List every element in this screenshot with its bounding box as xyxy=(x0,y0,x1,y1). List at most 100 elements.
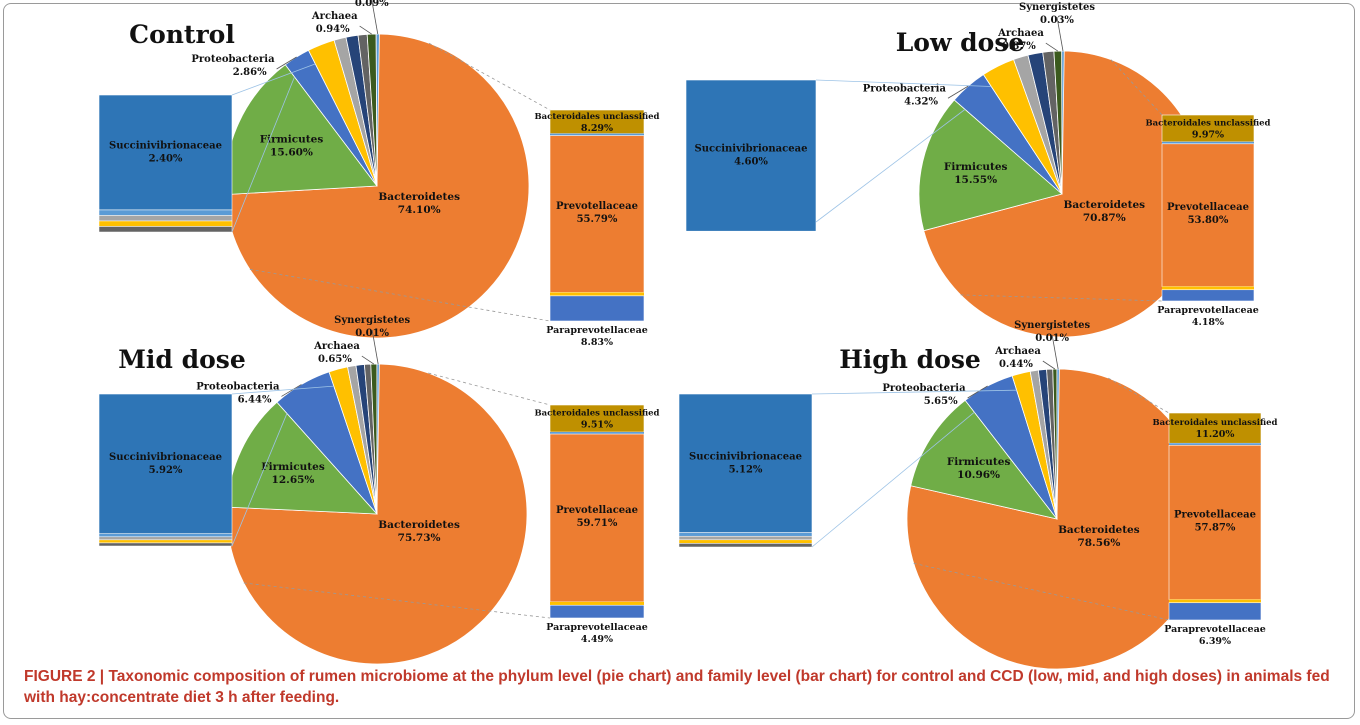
slice-label-synergistetes: Synergistetes xyxy=(1014,320,1090,331)
bar-label-paraprevotellaceae: Paraprevotellaceae xyxy=(1164,624,1266,635)
slice-label-firmicutes: Firmicutes xyxy=(947,456,1011,468)
slice-label-synergistetes: Synergistetes xyxy=(334,315,410,326)
slice-value-bacteroidetes: 70.87% xyxy=(1083,212,1126,224)
figure-caption: FIGURE 2 | Taxonomic composition of rume… xyxy=(24,666,1346,708)
chart-title: High dose xyxy=(839,345,981,374)
slice-value-archaea: 0.44% xyxy=(999,359,1033,370)
leader-line xyxy=(359,25,372,35)
leader-line xyxy=(967,385,988,399)
slice-value-archaea: 0.94% xyxy=(316,24,350,35)
bar-segment-other xyxy=(98,226,233,233)
bar-segment-other xyxy=(678,539,813,544)
slice-label-archaea: Archaea xyxy=(994,346,1041,357)
connector-line xyxy=(231,413,288,547)
slice-value-archaea: 0.87% xyxy=(1002,41,1036,52)
slice-label-bacteroidetes: Bacteroidetes xyxy=(378,191,460,203)
slice-label-bacteroidetes: Bacteroidetes xyxy=(378,519,460,531)
connector-line xyxy=(815,79,992,87)
bar-label-succinivibrionaceae: Succinivibrionaceae xyxy=(109,140,222,151)
pie-slice-firmicutes xyxy=(910,399,1058,520)
chart-panel-high-dose: High dose Bacteroidetes 78.56% Firmicutes 1… xyxy=(674,320,1354,670)
slice-label-firmicutes: Firmicutes xyxy=(260,133,324,145)
bar-label-paraprevotellaceae: Paraprevotellaceae xyxy=(546,622,648,633)
leader-line xyxy=(947,85,969,99)
bar-value-paraprevotellaceae: 4.18% xyxy=(1192,317,1224,328)
slice-label-archaea: Archaea xyxy=(311,11,358,22)
bar-value-succinivibrionaceae: 4.60% xyxy=(734,157,768,168)
chart-title: Mid dose xyxy=(118,345,246,374)
bar-segment-prevotellaceae xyxy=(1161,143,1255,287)
slice-value-proteobacteria: 6.44% xyxy=(238,394,272,405)
bar-segment-succinivibrionaceae xyxy=(98,393,233,535)
slice-label-archaea: Archaea xyxy=(313,341,360,352)
bar-segment-other xyxy=(98,533,233,538)
chart-panel-control: Control Bacteroidetes 74.10% Firmicutes 15.… xyxy=(4,0,684,348)
connector-line xyxy=(815,109,966,223)
leader-line xyxy=(1042,360,1056,370)
slice-label-proteobacteria: Proteobacteria xyxy=(191,54,275,65)
pie-slice-synergistetes xyxy=(376,363,380,515)
slice-label-proteobacteria: Proteobacteria xyxy=(863,83,947,94)
slice-value-proteobacteria: 4.32% xyxy=(904,96,938,107)
leader-line xyxy=(1051,334,1059,370)
bar-segment-other xyxy=(550,601,644,606)
bar-segment-succinivibrionaceae xyxy=(678,393,813,533)
slice-value-synergistetes: 0.03% xyxy=(1040,15,1074,26)
bar-segment-other xyxy=(98,542,233,547)
caption-label: FIGURE 2 | xyxy=(24,668,105,685)
slice-value-proteobacteria: 2.86% xyxy=(233,67,267,78)
bar-label-prevotellaceae: Prevotellaceae xyxy=(556,505,638,516)
bar-segment-other xyxy=(1162,141,1254,144)
bar-segment-other xyxy=(550,292,644,296)
bar-value-succinivibrionaceae: 2.40% xyxy=(149,153,183,164)
slice-value-firmicutes: 10.96% xyxy=(957,469,1000,481)
bar-segment-bacteroidales-unclassified xyxy=(1161,114,1255,143)
chart-panel-mid-dose: Mid dose Bacteroidetes 75.73% Firmicutes 12… xyxy=(4,315,684,665)
bar-segment-paraprevotellaceae xyxy=(549,604,645,619)
connector-line xyxy=(231,76,295,233)
bar-segment-prevotellaceae xyxy=(549,433,645,603)
chart-panel-low-dose: Low dose Bacteroidetes 70.87% Firmicutes 15… xyxy=(674,2,1354,338)
bar-value-prevotellaceae: 57.87% xyxy=(1195,522,1236,533)
connector-line xyxy=(231,63,316,96)
bar-segment-other xyxy=(678,543,813,548)
bar-label-bacteroidales-unclassified: Bacteroidales unclassified xyxy=(1145,118,1270,128)
leader-line xyxy=(361,355,375,365)
caption-text: Taxonomic composition of rumen microbiom… xyxy=(24,668,1330,706)
bar-segment-other xyxy=(1169,443,1261,446)
connector-line xyxy=(231,385,334,395)
slice-value-firmicutes: 15.60% xyxy=(270,146,313,158)
slice-value-proteobacteria: 5.65% xyxy=(924,396,958,407)
bar-value-bacteroidales-unclassified: 8.29% xyxy=(581,123,613,134)
bar-segment-other xyxy=(678,535,813,541)
bar-segment-other xyxy=(98,215,233,222)
slice-value-bacteroidetes: 78.56% xyxy=(1077,537,1120,549)
leader-line xyxy=(371,0,379,35)
connector-line xyxy=(811,411,975,548)
chart-title: Low dose xyxy=(895,28,1025,57)
bar-value-succinivibrionaceae: 5.92% xyxy=(149,465,183,476)
bar-label-succinivibrionaceae: Succinivibrionaceae xyxy=(109,452,222,463)
bar-value-prevotellaceae: 55.79% xyxy=(577,214,618,225)
bar-label-succinivibrionaceae: Succinivibrionaceae xyxy=(689,451,802,462)
bar-segment-other xyxy=(1169,599,1261,603)
bar-segment-other xyxy=(98,220,233,227)
bar-label-bacteroidales-unclassified: Bacteroidales unclassified xyxy=(1152,418,1277,428)
bar-label-bacteroidales-unclassified: Bacteroidales unclassified xyxy=(534,409,659,419)
connector-line xyxy=(428,372,551,406)
slice-label-bacteroidetes: Bacteroidetes xyxy=(1058,524,1140,536)
bar-segment-other xyxy=(550,432,644,435)
leader-line xyxy=(281,384,302,397)
bar-value-paraprevotellaceae: 6.39% xyxy=(1199,636,1231,647)
connector-line xyxy=(428,42,551,111)
bar-segment-other xyxy=(550,133,644,136)
bar-segment-other xyxy=(678,532,813,537)
bar-segment-other xyxy=(98,536,233,541)
pie-slice-firmicutes xyxy=(918,99,1063,232)
bar-segment-paraprevotellaceae xyxy=(1161,289,1255,302)
bar-segment-prevotellaceae xyxy=(549,135,645,293)
slice-label-proteobacteria: Proteobacteria xyxy=(882,383,966,394)
slice-value-synergistetes: 0.01% xyxy=(355,328,389,339)
